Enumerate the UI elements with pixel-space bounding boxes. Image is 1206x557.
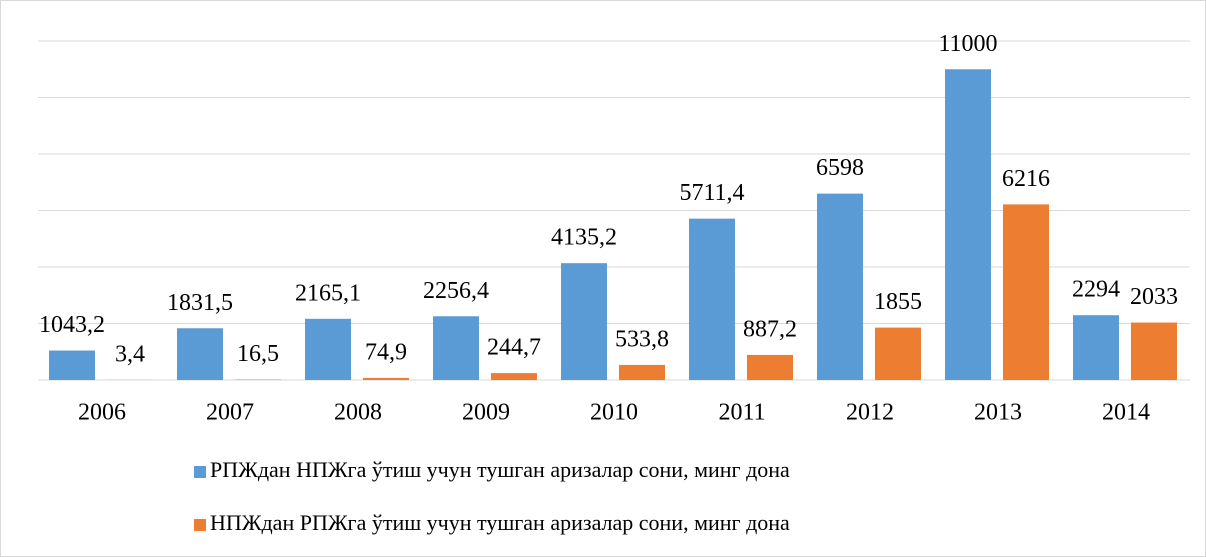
x-tick-label: 2008 xyxy=(334,400,382,426)
x-tick-label: 2006 xyxy=(78,400,126,426)
bar xyxy=(875,327,921,380)
legend-label: РПЖдан НПЖга ўтиш учун тушган аризалар с… xyxy=(210,457,790,482)
data-label: 5711,4 xyxy=(679,180,744,206)
x-tick-label: 2012 xyxy=(846,400,894,426)
x-tick-label: 2009 xyxy=(462,400,510,426)
legend-swatch xyxy=(194,519,206,531)
data-label: 1043,2 xyxy=(39,312,105,338)
data-label: 3,4 xyxy=(115,341,145,367)
data-label: 16,5 xyxy=(237,341,279,367)
bar xyxy=(177,328,223,380)
bar xyxy=(619,364,665,380)
data-label: 2165,1 xyxy=(295,280,361,306)
bar xyxy=(561,263,607,380)
data-label: 887,2 xyxy=(743,316,797,342)
legend-swatch xyxy=(194,466,206,478)
data-label: 74,9 xyxy=(365,339,407,365)
bar xyxy=(689,218,735,380)
data-label: 2033 xyxy=(1130,284,1178,310)
x-tick-label: 2013 xyxy=(974,400,1022,426)
data-label: 4135,2 xyxy=(551,225,617,251)
bar xyxy=(1073,315,1119,380)
data-label: 6216 xyxy=(1002,166,1050,192)
data-label: 2294 xyxy=(1072,277,1120,303)
data-label: 1831,5 xyxy=(167,290,233,316)
bar xyxy=(747,354,793,380)
bar xyxy=(305,318,351,380)
bar xyxy=(817,193,863,380)
bar xyxy=(1003,204,1049,380)
bar xyxy=(945,69,991,380)
data-label: 533,8 xyxy=(615,326,669,352)
bar xyxy=(1131,322,1177,380)
x-tick-label: 2007 xyxy=(206,400,254,426)
data-label: 2256,4 xyxy=(423,278,489,304)
bar xyxy=(49,350,95,380)
bar xyxy=(433,316,479,380)
data-label: 244,7 xyxy=(487,335,541,361)
x-tick-label: 2014 xyxy=(1102,400,1150,426)
bar xyxy=(491,373,537,380)
x-tick-label: 2011 xyxy=(718,400,765,426)
data-label: 11000 xyxy=(938,31,997,57)
data-label: 1855 xyxy=(874,289,922,315)
bar xyxy=(363,377,409,380)
x-tick-label: 2010 xyxy=(590,400,638,426)
data-label: 6598 xyxy=(816,155,864,181)
legend-label: НПЖдан РПЖга ўтиш учун тушган аризалар с… xyxy=(210,510,790,535)
